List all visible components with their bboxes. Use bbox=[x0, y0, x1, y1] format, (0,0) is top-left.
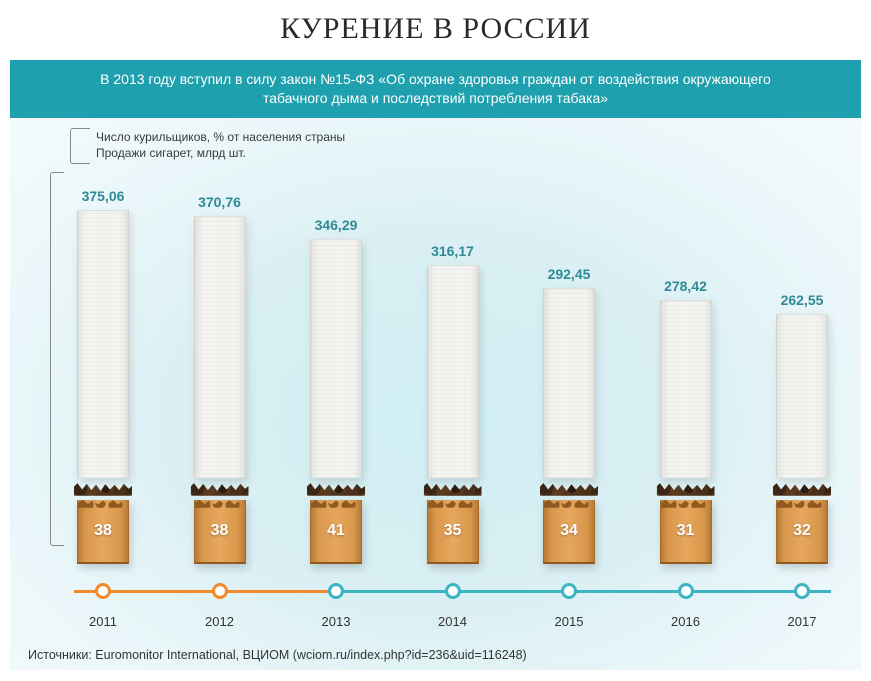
cigarette-filter: 32 bbox=[776, 500, 828, 564]
bar-col: 262,55 32 bbox=[773, 292, 831, 564]
smokers-pct-label: 35 bbox=[444, 522, 462, 540]
year-label: 2011 bbox=[89, 614, 117, 629]
axis-point bbox=[445, 583, 461, 599]
cigarette-burn-icon bbox=[540, 482, 598, 496]
sales-value-label: 375,06 bbox=[82, 188, 125, 204]
smokers-pct-label: 34 bbox=[560, 522, 578, 540]
source-text: Источники: Euromonitor International, ВЦ… bbox=[28, 648, 527, 662]
cigarette-body bbox=[310, 239, 362, 478]
bars-row: 375,06 38 370,76 38 346,29 41 316,17 35 292,45 34… bbox=[74, 184, 831, 564]
year-label: 2014 bbox=[438, 614, 467, 629]
bar-col: 278,42 31 bbox=[657, 278, 715, 564]
axis-point bbox=[328, 583, 344, 599]
bar-col: 316,17 35 bbox=[424, 243, 482, 564]
axis-point bbox=[678, 583, 694, 599]
cigarette-burn-icon bbox=[74, 482, 132, 496]
sales-value-label: 316,17 bbox=[431, 243, 474, 259]
cigarette-body bbox=[660, 300, 712, 478]
sales-value-label: 262,55 bbox=[781, 292, 824, 308]
year-label: 2017 bbox=[788, 614, 817, 629]
year-label: 2016 bbox=[671, 614, 700, 629]
legend-bracket-icon bbox=[70, 128, 90, 164]
infographic-root: КУРЕНИЕ В РОССИИ В 2013 году вступил в с… bbox=[0, 0, 871, 681]
sales-value-label: 278,42 bbox=[664, 278, 707, 294]
year-label: 2013 bbox=[322, 614, 351, 629]
cigarette-filter: 38 bbox=[194, 500, 246, 564]
cigarette-body bbox=[194, 216, 246, 478]
cigarette-burn-icon bbox=[657, 482, 715, 496]
smokers-pct-label: 41 bbox=[327, 522, 345, 540]
legend-sales: Продажи сигарет, млрд шт. bbox=[96, 146, 831, 160]
main-title: КУРЕНИЕ В РОССИИ bbox=[0, 12, 871, 46]
law-banner: В 2013 году вступил в силу закон №15-ФЗ … bbox=[10, 60, 861, 118]
cigarette-filter: 41 bbox=[310, 500, 362, 564]
legend: Число курильщиков, % от населения страны… bbox=[96, 130, 831, 160]
cigarette-filter: 38 bbox=[77, 500, 129, 564]
axis-point bbox=[794, 583, 810, 599]
bar-col: 346,29 41 bbox=[307, 217, 365, 564]
cigarette-filter: 35 bbox=[427, 500, 479, 564]
year-label: 2015 bbox=[555, 614, 584, 629]
cigarette-filter: 31 bbox=[660, 500, 712, 564]
legend-smokers: Число курильщиков, % от населения страны bbox=[96, 130, 831, 144]
cigarette-filter: 34 bbox=[543, 500, 595, 564]
cigarette-burn-icon bbox=[191, 482, 249, 496]
cigarette-body bbox=[427, 265, 479, 478]
chart-region: Число курильщиков, % от населения страны… bbox=[10, 118, 861, 670]
cigarette-burn-icon bbox=[424, 482, 482, 496]
smokers-pct-label: 38 bbox=[94, 522, 112, 540]
bar-col: 370,76 38 bbox=[191, 194, 249, 564]
axis-point bbox=[95, 583, 111, 599]
axis-point bbox=[561, 583, 577, 599]
smokers-pct-label: 32 bbox=[793, 522, 811, 540]
cigarette-burn-icon bbox=[307, 482, 365, 496]
cigarette-body bbox=[543, 288, 595, 478]
axis-point bbox=[212, 583, 228, 599]
year-labels: 2011 2012 2013 2014 2015 2016 2017 bbox=[74, 614, 831, 632]
cigarette-body bbox=[77, 210, 129, 478]
year-label: 2012 bbox=[205, 614, 234, 629]
bar-col: 375,06 38 bbox=[74, 188, 132, 564]
smokers-pct-label: 31 bbox=[677, 522, 695, 540]
cigarette-burn-icon bbox=[773, 482, 831, 496]
smokers-pct-label: 38 bbox=[211, 522, 229, 540]
vertical-bracket-icon bbox=[50, 172, 64, 546]
sales-value-label: 370,76 bbox=[198, 194, 241, 210]
axis-points bbox=[74, 580, 831, 602]
x-axis bbox=[74, 580, 831, 608]
bar-col: 292,45 34 bbox=[540, 266, 598, 564]
cigarette-body bbox=[776, 314, 828, 478]
sales-value-label: 292,45 bbox=[548, 266, 591, 282]
sales-value-label: 346,29 bbox=[315, 217, 358, 233]
